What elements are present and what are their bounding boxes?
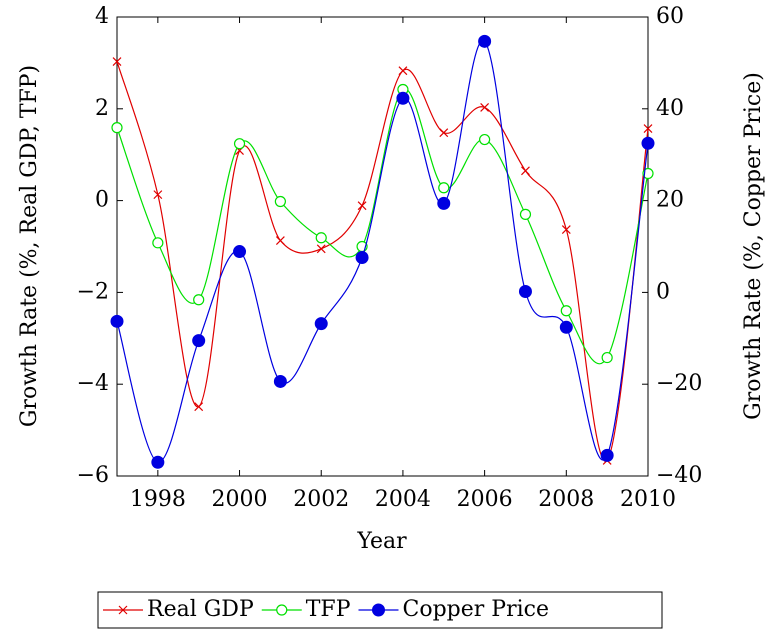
legend-label: Real GDP [147,597,254,622]
legend-label: Copper Price [403,597,549,622]
marker [561,225,571,234]
marker [560,305,572,317]
x-tick-label: 2000 [212,487,268,512]
y-tick-label: 0 [95,188,109,213]
marker [357,201,367,211]
marker [151,455,165,469]
legend-box [97,591,663,629]
marker [193,294,205,306]
series-line [116,40,649,463]
y-tick-label: −2 [77,279,109,304]
marker [233,138,246,150]
plot-frame [116,16,649,477]
x-tick-label: 2002 [293,487,349,512]
marker [152,237,164,249]
marker [518,284,532,298]
marker [479,133,491,146]
marker [192,334,206,348]
marker [600,448,614,462]
marker [316,244,326,254]
marker [112,57,122,66]
marker [355,251,369,265]
y2-axis-label: Growth Rate (%, Copper Price) [741,72,766,420]
x-tick-label: 2008 [538,487,594,512]
series-line [116,61,649,462]
marker [439,128,449,138]
marker [643,124,653,133]
legend-label: TFP [306,597,351,622]
marker [274,195,286,208]
marker [194,402,204,412]
y2-tick-label: 20 [656,188,684,213]
y2-tick-label: 60 [656,4,684,29]
y2-tick-label: 0 [656,279,670,304]
y-tick-label: −6 [77,463,109,488]
marker [601,351,613,364]
marker [396,91,410,105]
y2-tick-label: −40 [656,463,702,488]
marker [642,167,654,180]
y-tick-label: −4 [77,371,109,396]
x-axis-label: Year [356,529,407,554]
marker [153,190,163,200]
y-tick-label: 2 [95,96,109,121]
marker [273,374,287,388]
legend-marker [118,605,128,615]
marker [315,232,327,244]
marker [559,320,573,334]
y-tick-label: 4 [95,4,109,29]
marker [438,182,450,194]
marker [641,136,655,150]
y2-tick-label: 40 [656,96,684,121]
marker [480,102,490,112]
marker [110,314,124,328]
legend-marker [372,603,385,617]
marker [521,166,530,176]
marker [111,122,123,134]
marker [519,208,532,220]
x-tick-label: 2006 [457,487,513,512]
y-axis-label: Growth Rate (%, Real GDP, TFP) [17,65,42,427]
legend-marker [276,604,288,616]
x-tick-label: 1998 [130,487,186,512]
x-tick-label: 2010 [620,487,676,512]
marker [398,66,408,76]
marker [275,236,285,245]
x-tick-label: 2004 [375,487,431,512]
marker [437,196,451,210]
marker [233,245,247,259]
marker [478,34,492,48]
y2-tick-label: −20 [656,371,702,396]
marker [314,317,328,331]
